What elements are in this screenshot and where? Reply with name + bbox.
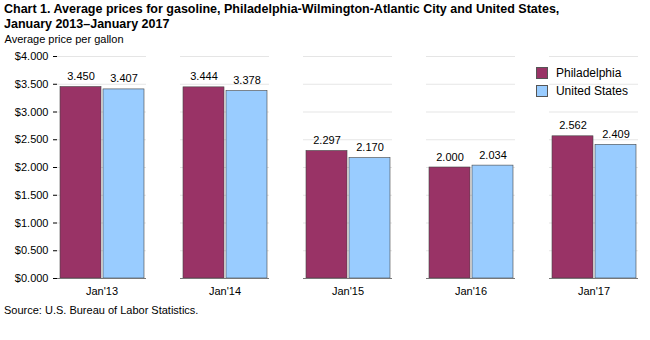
svg-text:$4.000: $4.000 (15, 50, 49, 62)
html-text:Philadelphia: Philadelphia (556, 66, 622, 80)
svg-text:3.444: 3.444 (190, 70, 218, 82)
svg-text:3.378: 3.378 (233, 74, 261, 86)
svg-text:$0.500: $0.500 (15, 244, 49, 256)
svg-text:Jan'16: Jan'16 (455, 285, 487, 297)
svg-text:2.562: 2.562 (559, 119, 587, 131)
html-text:Source: U.S. Bureau of Labor S: Source: U.S. Bureau of Labor Statistics. (4, 304, 199, 316)
svg-text:Jan'13: Jan'13 (86, 285, 118, 297)
svg-text:$2.000: $2.000 (15, 161, 49, 173)
svg-text:Jan'17: Jan'17 (578, 285, 610, 297)
svg-text:2.409: 2.409 (602, 128, 630, 140)
svg-text:2.297: 2.297 (313, 134, 341, 146)
svg-text:$1.000: $1.000 (15, 217, 49, 229)
svg-text:Jan'14: Jan'14 (209, 285, 241, 297)
svg-text:2.000: 2.000 (436, 151, 464, 163)
svg-text:3.450: 3.450 (67, 70, 95, 82)
svg-text:$1.500: $1.500 (15, 189, 49, 201)
svg-text:Jan'15: Jan'15 (332, 285, 364, 297)
svg-text:$3.000: $3.000 (15, 106, 49, 118)
svg-text:3.407: 3.407 (110, 72, 138, 84)
svg-text:$3.500: $3.500 (15, 78, 49, 90)
svg-text:$2.500: $2.500 (15, 133, 49, 145)
svg-text:2.034: 2.034 (479, 149, 507, 161)
svg-text:2.170: 2.170 (356, 141, 384, 153)
html-text:United States: United States (556, 84, 628, 98)
svg-text:$0.000: $0.000 (15, 272, 49, 284)
html-text:Chart 1. Average prices for ga: Chart 1. Average prices for gasoline, Ph… (4, 2, 560, 31)
svg-text:Average price per gallon: Average price per gallon (5, 33, 124, 45)
